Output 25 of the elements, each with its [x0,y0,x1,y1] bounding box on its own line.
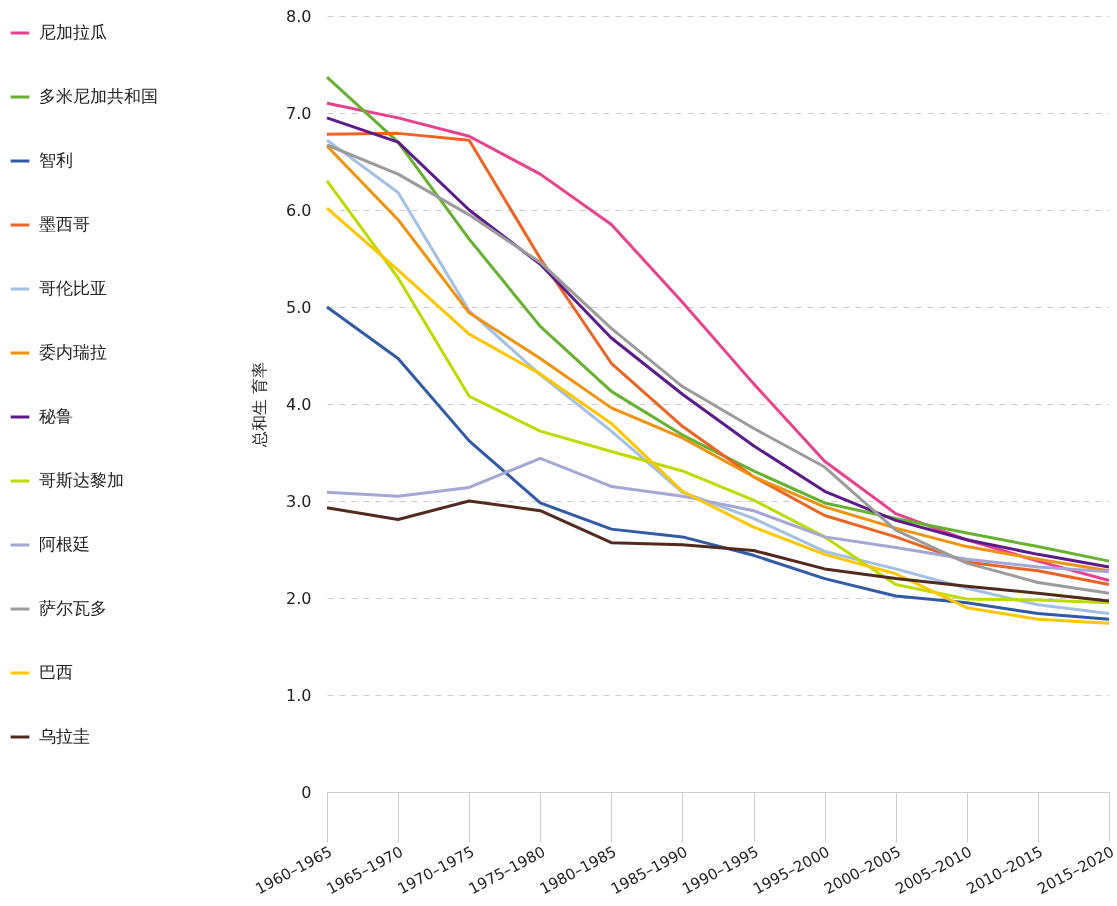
legend-label: 尼加拉瓜 [39,22,107,42]
y-axis-title: 总和生 育率 [250,361,270,449]
line-series [325,305,1111,621]
y-tick-label: 8.0 [286,6,312,26]
line-series [325,499,1111,603]
legend-label: 乌拉圭 [39,726,90,746]
legend-label: 哥伦比亚 [39,278,107,298]
legend-label: 哥斯达黎加 [39,470,124,490]
line-series [325,456,1111,574]
legend-label: 智利 [39,150,73,170]
y-tick-label: 6.0 [286,200,312,220]
y-tick-label: 3.0 [286,491,312,511]
y-tick-label: 4.0 [286,394,312,414]
y-tick-label: 2.0 [286,588,312,608]
legend-label: 秘鲁 [39,406,73,426]
y-tick-label: 0 [301,782,312,802]
y-tick-label: 5.0 [286,297,312,317]
legend-label: 委内瑞拉 [39,342,107,362]
legend-label: 阿根廷 [39,534,90,554]
legend-label: 萨尔瓦多 [39,598,107,618]
legend-label: 多米尼加共和国 [39,86,158,106]
y-tick-label: 7.0 [286,103,312,123]
y-tick-label: 1.0 [286,685,312,705]
legend-label: 巴西 [39,662,73,682]
legend-label: 墨西哥 [39,214,90,234]
